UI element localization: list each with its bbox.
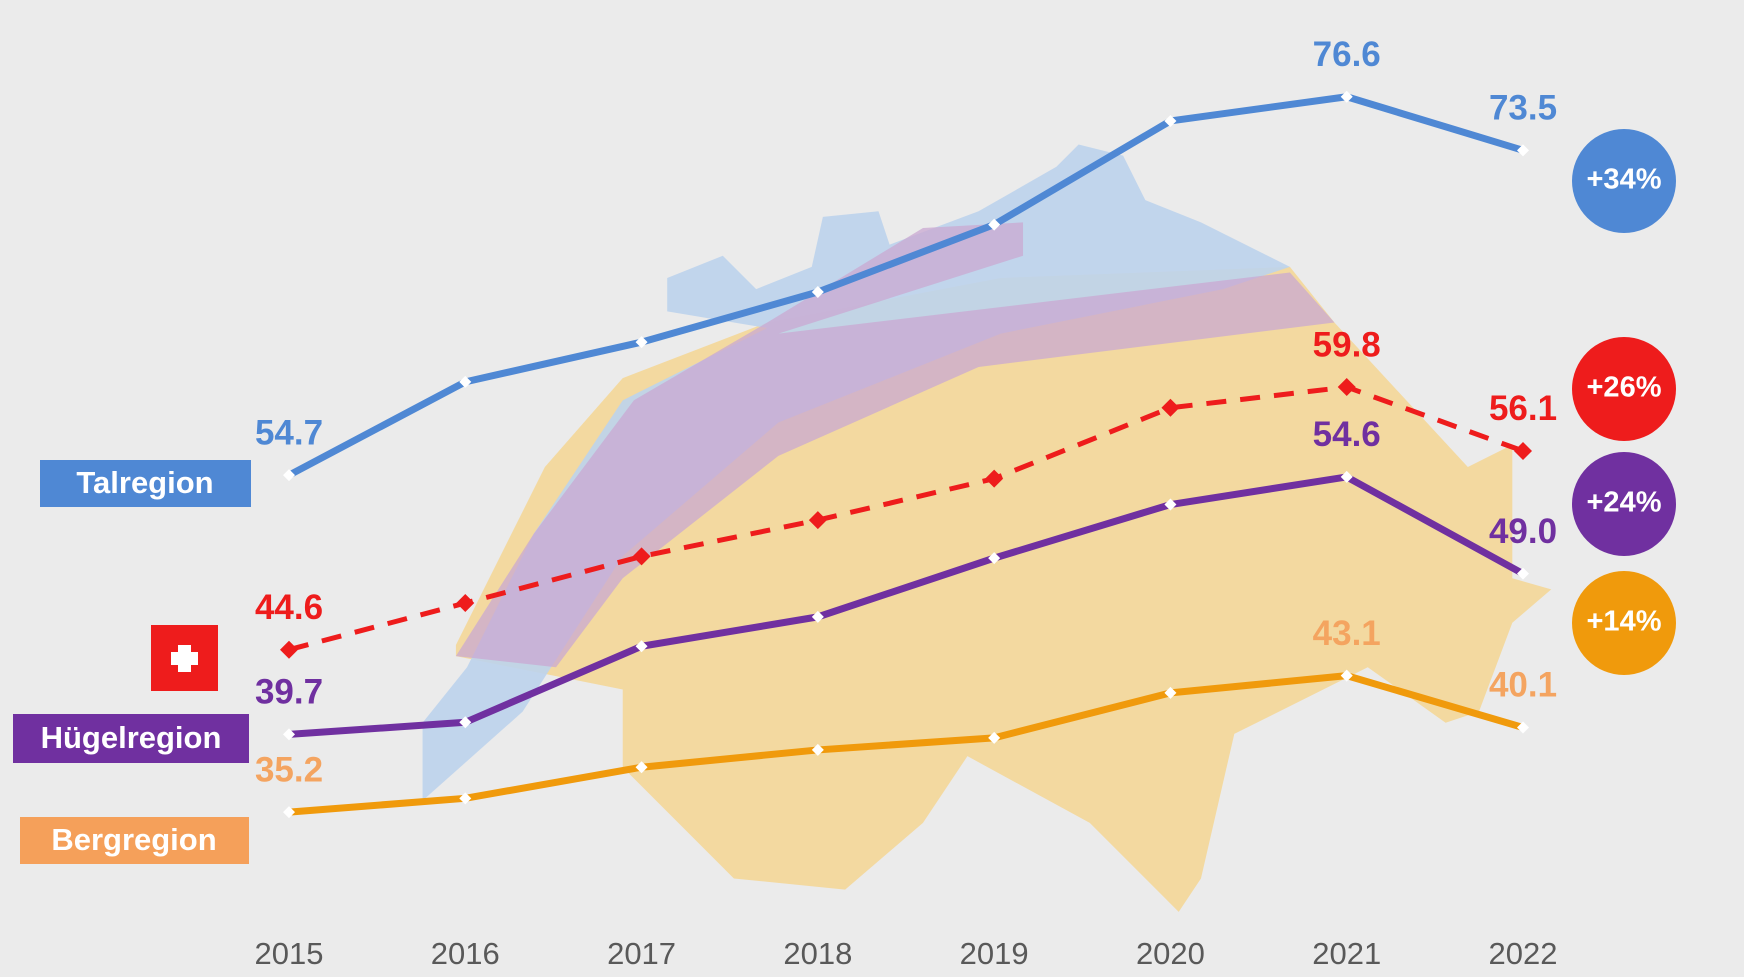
x-tick-label: 2018 [783, 936, 852, 971]
point-marker [459, 792, 472, 805]
x-tick-label: 2021 [1312, 936, 1381, 971]
point-marker [808, 511, 827, 530]
point-marker [459, 716, 472, 729]
point-marker [1340, 669, 1353, 682]
change-badge [1572, 129, 1676, 233]
data-label: 73.5 [1489, 89, 1557, 128]
change-label: +26% [1587, 372, 1662, 404]
map-decoration [422, 144, 1552, 912]
point-marker [1161, 398, 1180, 417]
series-line [288, 384, 1524, 653]
point-marker [283, 728, 295, 741]
data-label: 59.8 [1313, 325, 1381, 364]
point-marker [1517, 567, 1529, 580]
legend-box [20, 817, 249, 864]
data-label: 39.7 [255, 673, 323, 712]
point-marker [1340, 90, 1353, 103]
point-marker [1164, 114, 1177, 127]
series-line [288, 473, 1525, 738]
point-marker [811, 743, 824, 756]
x-tick-label: 2016 [431, 936, 500, 971]
series-line [287, 93, 1525, 479]
data-label: 76.6 [1313, 35, 1381, 74]
point-marker [283, 806, 295, 819]
series-line [288, 672, 1524, 816]
point-marker [456, 594, 475, 613]
legend: Talregion Hügelregion Bergregion [13, 460, 251, 864]
x-tick-label: 2015 [255, 936, 324, 971]
data-label: 54.7 [255, 413, 323, 452]
change-label: +24% [1587, 487, 1662, 519]
x-tick-label: 2022 [1489, 936, 1558, 971]
legend-box [40, 460, 251, 507]
change-badge [1572, 337, 1676, 441]
legend-label: Hügelregion [41, 720, 222, 755]
point-marker [635, 640, 648, 653]
point-marker [985, 469, 1004, 488]
legend-label: Bergregion [51, 822, 216, 857]
point-marker [1164, 498, 1177, 511]
point-marker [1164, 686, 1177, 699]
point-marker [635, 761, 648, 774]
data-label: 54.6 [1313, 415, 1381, 454]
map-huegel [455, 222, 1335, 668]
x-tick-label: 2020 [1136, 936, 1205, 971]
change-badge [1572, 452, 1676, 556]
x-tick-label: 2017 [607, 936, 676, 971]
data-label: 35.2 [255, 750, 323, 789]
point-marker [1517, 721, 1529, 734]
point-marker [635, 336, 648, 349]
point-marker [280, 640, 298, 659]
data-label: 43.1 [1313, 614, 1381, 653]
point-marker [988, 552, 1001, 565]
point-marker [1337, 378, 1356, 397]
point-marker [632, 547, 651, 566]
point-marker [988, 218, 1001, 231]
point-marker [459, 375, 472, 388]
point-marker [1514, 441, 1532, 460]
change-badge [1572, 571, 1676, 675]
point-marker [811, 286, 824, 299]
point-marker [1517, 144, 1529, 157]
change-label: +34% [1587, 164, 1662, 196]
data-label: 49.0 [1489, 512, 1557, 551]
point-marker [811, 610, 824, 623]
data-label: 44.6 [255, 588, 323, 627]
flag-cross [171, 652, 198, 665]
point-marker [283, 469, 295, 482]
legend-box [13, 714, 249, 763]
x-tick-label: 2019 [960, 936, 1029, 971]
data-label: 40.1 [1489, 666, 1557, 705]
change-label: +14% [1587, 606, 1662, 638]
point-marker [1340, 470, 1353, 483]
legend-label: Talregion [76, 465, 213, 500]
data-label: 56.1 [1489, 389, 1557, 428]
point-marker [988, 731, 1001, 744]
